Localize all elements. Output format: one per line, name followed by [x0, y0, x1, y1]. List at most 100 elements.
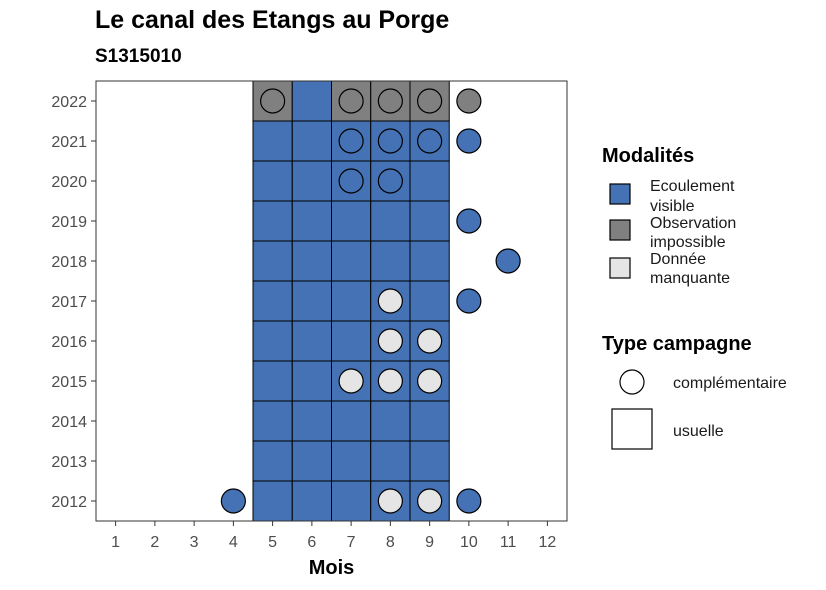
tile-2015-5 [252, 360, 293, 402]
tile-2019-9 [409, 200, 450, 242]
point-2017-8 [377, 288, 403, 314]
tile-2016-5 [252, 320, 293, 362]
tile-2021-6 [291, 120, 332, 162]
tile-2019-6 [291, 200, 332, 242]
legend-label-ecoulement_visible: Ecoulement [650, 178, 735, 195]
x-axis: 1 2 3 4 5 6 7 8 9 10 11 12 [111, 521, 556, 551]
legend-label-complementaire: complémentaire [673, 375, 787, 392]
tile-2022-5 [252, 80, 293, 122]
tile-2013-7 [331, 440, 372, 482]
x-tick-label: 9 [425, 534, 434, 551]
point-2012-4 [220, 488, 246, 514]
tile-2013-5 [252, 440, 293, 482]
point-2015-9 [417, 368, 443, 394]
y-tick-label: 2021 [51, 134, 87, 151]
y-tick-label: 2020 [51, 174, 87, 191]
tile-2012-5 [252, 480, 293, 522]
tile-2014-7 [331, 400, 372, 442]
legend-label-ecoulement_visible: visible [650, 198, 695, 215]
x-tick-label: 6 [307, 534, 316, 551]
legend-key-donnee_manquante [609, 257, 631, 279]
tile-2022-6 [291, 80, 332, 122]
y-tick-label: 2022 [51, 94, 87, 111]
tile-2012-6 [291, 480, 332, 522]
x-tick-label: 3 [190, 534, 199, 551]
tile-2014-5 [252, 400, 293, 442]
x-tick-label: 11 [500, 534, 517, 551]
point-2022-10 [456, 88, 482, 114]
tile-2019-5 [252, 200, 293, 242]
tile-2021-5 [252, 120, 293, 162]
legend-key-observation_impossible [609, 219, 631, 241]
point-2012-9 [417, 488, 443, 514]
x-axis-title: Mois [309, 557, 355, 579]
x-tick-label: 4 [229, 534, 238, 551]
legend-title-type: Type campagne [602, 333, 752, 355]
legend-key-square [611, 408, 653, 450]
point-2015-7 [338, 368, 364, 394]
x-tick-label: 5 [268, 534, 277, 551]
tile-2018-6 [291, 240, 332, 282]
point-2016-9 [417, 328, 443, 354]
tile-2013-6 [291, 440, 332, 482]
x-tick-label: 12 [538, 534, 556, 551]
y-axis: 2012 2013 2014 2015 2016 2017 2018 2019 2020 2021… [51, 94, 96, 511]
x-tick-label: 1 [111, 534, 120, 551]
point-2021-9 [417, 128, 443, 154]
tile-2018-5 [252, 240, 293, 282]
tile-2018-9 [409, 240, 450, 282]
legend-label-observation_impossible: Observation [650, 215, 736, 232]
tile-2013-9 [409, 440, 450, 482]
legend-label-observation_impossible: impossible [650, 234, 726, 251]
legend-label-donnee_manquante: manquante [650, 270, 730, 287]
point-2021-7 [338, 128, 364, 154]
point-2017-10 [456, 288, 482, 314]
y-tick-label: 2015 [51, 374, 87, 391]
legend-title-modalites: Modalités [602, 145, 694, 167]
tile-2016-6 [291, 320, 332, 362]
tile-2017-9 [409, 280, 450, 322]
tile-2020-9 [409, 160, 450, 202]
y-tick-label: 2017 [51, 294, 87, 311]
legend-key-ecoulement_visible [609, 183, 631, 205]
x-tick-label: 2 [150, 534, 159, 551]
y-tick-label: 2016 [51, 334, 87, 351]
point-2016-8 [377, 328, 403, 354]
tile-2018-8 [370, 240, 411, 282]
legend-label-donnee_manquante: Donnée [650, 251, 706, 268]
point-2021-8 [377, 128, 403, 154]
legend-label-usuelle: usuelle [673, 423, 724, 440]
tile-2014-6 [291, 400, 332, 442]
point-2022-8 [377, 88, 403, 114]
point-2020-7 [338, 168, 364, 194]
tile-2014-9 [409, 400, 450, 442]
point-2020-8 [377, 168, 403, 194]
y-tick-label: 2019 [51, 214, 87, 231]
y-tick-label: 2013 [51, 454, 87, 471]
point-2022-7 [338, 88, 364, 114]
chart-title: Le canal des Etangs au Porge [95, 6, 450, 34]
point-2018-11 [495, 248, 521, 274]
tile-2013-8 [370, 440, 411, 482]
tile-2019-7 [331, 200, 372, 242]
point-2021-10 [456, 128, 482, 154]
tile-2017-6 [291, 280, 332, 322]
tile-2017-7 [331, 280, 372, 322]
y-tick-label: 2018 [51, 254, 87, 271]
point-2019-10 [456, 208, 482, 234]
point-2012-8 [377, 488, 403, 514]
x-tick-label: 8 [386, 534, 395, 551]
tile-2020-5 [252, 160, 293, 202]
tile-2016-7 [331, 320, 372, 362]
y-tick-label: 2014 [51, 414, 87, 431]
tiles-layer [252, 80, 450, 522]
point-2015-8 [377, 368, 403, 394]
point-2012-10 [456, 488, 482, 514]
chart-subtitle: S1315010 [95, 46, 182, 67]
tile-2020-6 [291, 160, 332, 202]
tile-2012-7 [331, 480, 372, 522]
x-tick-label: 10 [460, 534, 478, 551]
point-2022-9 [417, 88, 443, 114]
